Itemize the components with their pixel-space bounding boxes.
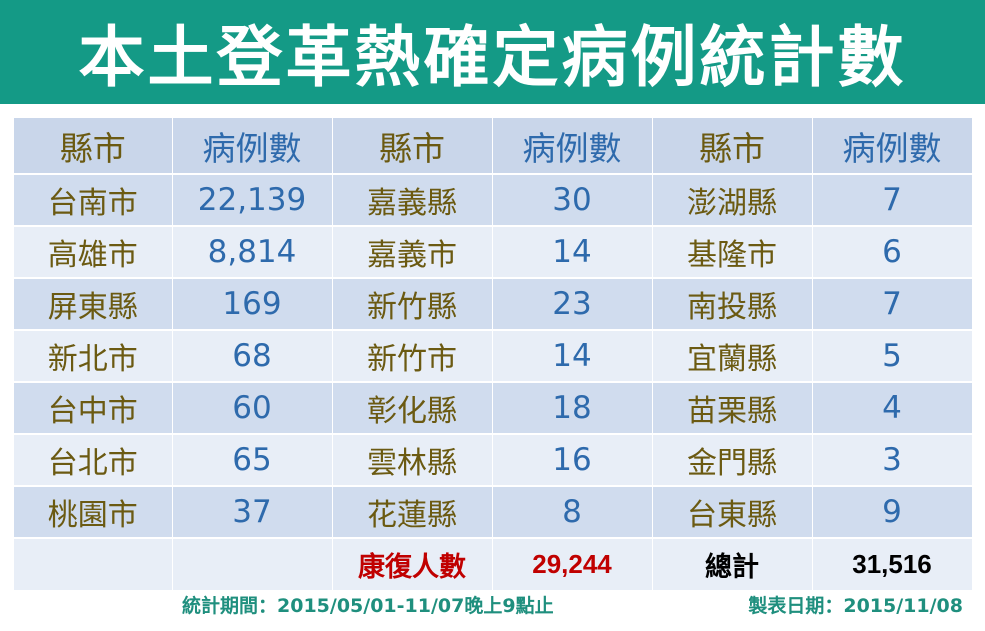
cases-cell: 22,139 bbox=[172, 174, 333, 227]
county-cell: 新竹市 bbox=[332, 330, 493, 383]
header-cases-2: 病例數 bbox=[492, 118, 653, 175]
table-row: 屏東縣 169 新竹縣 23 南投縣 7 bbox=[14, 278, 973, 331]
cases-cell: 37 bbox=[172, 486, 333, 539]
table-row: 台南市 22,139 嘉義縣 30 澎湖縣 7 bbox=[14, 174, 973, 227]
cases-cell: 14 bbox=[492, 226, 653, 279]
total-value: 31,516 bbox=[812, 538, 973, 592]
county-cell: 桃園市 bbox=[14, 486, 173, 539]
cases-cell: 18 bbox=[492, 382, 653, 435]
cases-cell: 9 bbox=[812, 486, 973, 539]
table-row: 台北市 65 雲林縣 16 金門縣 3 bbox=[14, 434, 973, 487]
county-cell: 台南市 bbox=[14, 174, 173, 227]
summary-row: 康復人數 29,244 總計 31,516 bbox=[14, 538, 973, 592]
table-row: 新北市 68 新竹市 14 宜蘭縣 5 bbox=[14, 330, 973, 383]
dengue-cases-table: 縣市 病例數 縣市 病例數 縣市 病例數 台南市 22,139 嘉義縣 30 澎… bbox=[14, 118, 973, 592]
header-cases-1: 病例數 bbox=[172, 118, 333, 175]
summary-empty-cell bbox=[172, 538, 333, 592]
county-cell: 嘉義市 bbox=[332, 226, 493, 279]
cases-cell: 169 bbox=[172, 278, 333, 331]
cases-cell: 6 bbox=[812, 226, 973, 279]
header-county-1: 縣市 bbox=[14, 118, 173, 175]
summary-empty-cell bbox=[14, 538, 173, 592]
county-cell: 金門縣 bbox=[652, 434, 813, 487]
county-cell: 新北市 bbox=[14, 330, 173, 383]
cases-cell: 60 bbox=[172, 382, 333, 435]
recovered-value: 29,244 bbox=[492, 538, 653, 592]
cases-cell: 68 bbox=[172, 330, 333, 383]
county-cell: 新竹縣 bbox=[332, 278, 493, 331]
table-date: 製表日期：2015/11/08 bbox=[748, 595, 963, 617]
title-banner: 本土登革熱確定病例統計數 bbox=[0, 0, 985, 104]
county-cell: 台北市 bbox=[14, 434, 173, 487]
cases-cell: 8,814 bbox=[172, 226, 333, 279]
cases-cell: 5 bbox=[812, 330, 973, 383]
cases-cell: 3 bbox=[812, 434, 973, 487]
county-cell: 屏東縣 bbox=[14, 278, 173, 331]
cases-cell: 14 bbox=[492, 330, 653, 383]
county-cell: 澎湖縣 bbox=[652, 174, 813, 227]
table-row: 台中市 60 彰化縣 18 苗栗縣 4 bbox=[14, 382, 973, 435]
statistics-period: 統計期間：2015/05/01-11/07晚上9點止 bbox=[182, 595, 554, 617]
county-cell: 花蓮縣 bbox=[332, 486, 493, 539]
county-cell: 雲林縣 bbox=[332, 434, 493, 487]
cases-cell: 16 bbox=[492, 434, 653, 487]
county-cell: 宜蘭縣 bbox=[652, 330, 813, 383]
county-cell: 南投縣 bbox=[652, 278, 813, 331]
table-row: 桃園市 37 花蓮縣 8 台東縣 9 bbox=[14, 486, 973, 539]
county-cell: 台中市 bbox=[14, 382, 173, 435]
county-cell: 苗栗縣 bbox=[652, 382, 813, 435]
table-header-row: 縣市 病例數 縣市 病例數 縣市 病例數 bbox=[14, 118, 973, 175]
total-label: 總計 bbox=[652, 538, 813, 592]
county-cell: 嘉義縣 bbox=[332, 174, 493, 227]
recovered-label: 康復人數 bbox=[332, 538, 493, 592]
header-county-3: 縣市 bbox=[652, 118, 813, 175]
cases-cell: 4 bbox=[812, 382, 973, 435]
page-title: 本土登革熱確定病例統計數 bbox=[78, 19, 907, 96]
county-cell: 彰化縣 bbox=[332, 382, 493, 435]
county-cell: 基隆市 bbox=[652, 226, 813, 279]
cases-cell: 7 bbox=[812, 174, 973, 227]
cases-cell: 30 bbox=[492, 174, 653, 227]
cases-cell: 8 bbox=[492, 486, 653, 539]
cases-cell: 23 bbox=[492, 278, 653, 331]
cases-cell: 65 bbox=[172, 434, 333, 487]
header-county-2: 縣市 bbox=[332, 118, 493, 175]
cases-cell: 7 bbox=[812, 278, 973, 331]
table-row: 高雄市 8,814 嘉義市 14 基隆市 6 bbox=[14, 226, 973, 279]
county-cell: 高雄市 bbox=[14, 226, 173, 279]
header-cases-3: 病例數 bbox=[812, 118, 973, 175]
county-cell: 台東縣 bbox=[652, 486, 813, 539]
